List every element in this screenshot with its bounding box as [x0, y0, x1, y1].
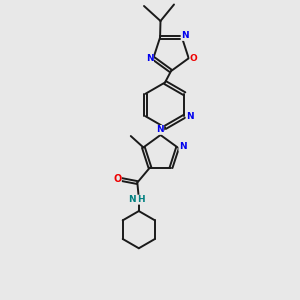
- Text: H: H: [137, 195, 145, 204]
- Text: N: N: [156, 125, 164, 134]
- Text: N: N: [181, 32, 189, 40]
- Text: N: N: [179, 142, 187, 151]
- Text: O: O: [190, 54, 198, 63]
- Text: O: O: [113, 174, 121, 184]
- Text: N: N: [186, 112, 194, 121]
- Text: N: N: [128, 195, 136, 204]
- Text: N: N: [146, 54, 154, 63]
